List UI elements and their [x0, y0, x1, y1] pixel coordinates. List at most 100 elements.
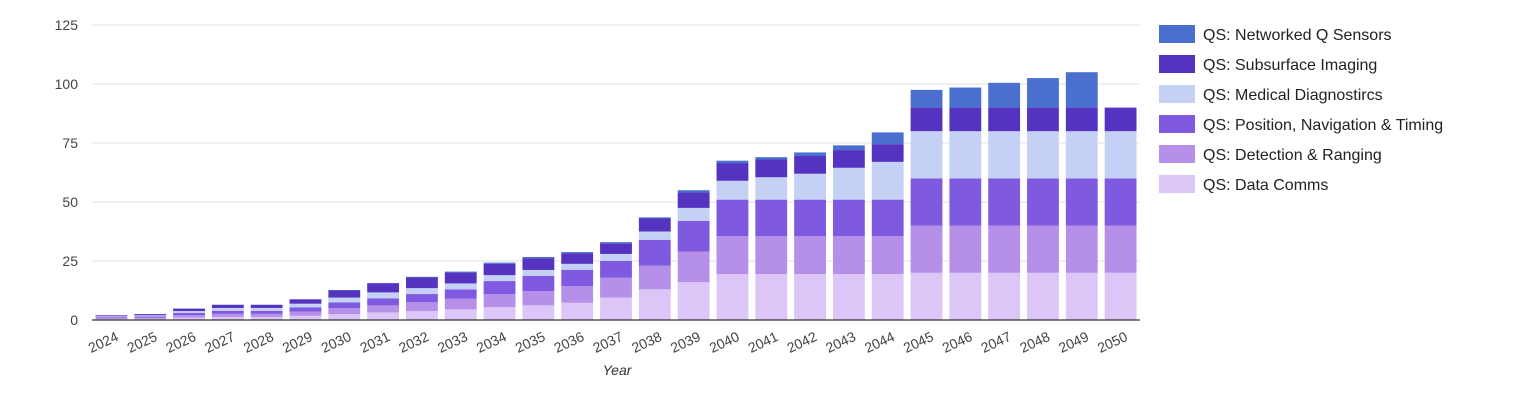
bar-segment — [600, 242, 632, 244]
bar-segment — [289, 303, 322, 308]
bar-segment — [949, 87, 982, 108]
bar-segment — [600, 253, 632, 261]
bar-segment — [173, 311, 205, 313]
bar-segment — [289, 299, 322, 304]
bar-segment — [716, 160, 749, 164]
x-tick-label: 2048 — [1017, 328, 1052, 356]
legend-swatch — [1159, 25, 1195, 43]
bar-segment — [250, 310, 283, 314]
bar-segment — [871, 132, 904, 145]
bar-segment — [250, 316, 283, 320]
bar-segment — [755, 157, 788, 160]
bar-segment — [444, 298, 477, 310]
bar-segment — [871, 144, 904, 162]
bar-segment — [483, 294, 516, 308]
legend-swatch — [1159, 55, 1195, 73]
x-tick-label: 2034 — [474, 328, 509, 356]
bar-segment — [444, 289, 477, 299]
bar-segment — [134, 317, 167, 319]
bar-segment — [289, 311, 322, 316]
bar-segment — [1027, 107, 1059, 132]
legend-label: QS: Subsurface Imaging — [1203, 57, 1377, 74]
x-tick-label: 2039 — [668, 328, 703, 356]
bar-segment — [561, 286, 594, 303]
bar-segment — [755, 199, 788, 237]
bar-segment — [638, 218, 671, 232]
bar-segment — [444, 309, 477, 320]
bar-segment — [1104, 178, 1137, 226]
bar-segment — [367, 298, 400, 306]
bar-segment — [949, 178, 982, 226]
bar-segment — [832, 150, 865, 168]
bar-segment — [832, 199, 865, 237]
bar-segment — [289, 307, 322, 312]
bar-segment — [328, 314, 361, 320]
legend-label: QS: Networked Q Sensors — [1203, 27, 1392, 44]
bar-segment — [483, 307, 516, 320]
x-tick-label: 2033 — [435, 328, 470, 356]
bar-segment — [600, 277, 632, 298]
y-tick-label: 125 — [55, 17, 79, 33]
bar-segment — [871, 236, 904, 274]
bar-segment — [716, 199, 749, 237]
x-tick-label: 2035 — [513, 328, 548, 356]
bar-segment — [677, 192, 710, 208]
x-tick-label: 2028 — [241, 328, 276, 356]
x-tick-label: 2040 — [707, 328, 742, 356]
bar-segment — [1065, 272, 1098, 320]
bar-segment — [406, 311, 438, 320]
x-tick-label: 2027 — [202, 328, 237, 356]
bar-segment — [1065, 107, 1098, 132]
bar-segment — [871, 273, 904, 320]
bar-segment — [871, 199, 904, 237]
bar-segment — [211, 310, 244, 314]
legend-swatch — [1159, 115, 1195, 133]
bars — [95, 72, 1137, 320]
bar-segment — [173, 312, 205, 316]
bar-segment — [522, 269, 555, 276]
bar-segment — [250, 307, 283, 311]
bar-segment — [755, 236, 788, 274]
bar-segment — [910, 131, 943, 179]
bar-segment — [794, 152, 826, 156]
x-tick-label: 2041 — [746, 328, 781, 356]
bar-segment — [716, 180, 749, 200]
x-tick-label: 2030 — [319, 328, 354, 356]
bar-segment — [832, 236, 865, 274]
bar-segment — [794, 155, 826, 174]
bar-segment — [832, 273, 865, 320]
legend-label: QS: Detection & Ranging — [1203, 147, 1382, 164]
bar-segment — [561, 252, 594, 254]
legend-swatch — [1159, 85, 1195, 103]
x-axis-ticks: 2024 2025 2026 2027 2028 2029 2030 2031 2032 2033… — [86, 328, 1130, 356]
bar-segment — [677, 251, 710, 283]
bar-segment — [328, 308, 361, 315]
bar-segment — [95, 315, 128, 317]
legend-label: QS: Position, Navigation & Timing — [1203, 117, 1443, 134]
bar-segment — [406, 277, 438, 289]
bar-segment — [95, 318, 128, 320]
y-tick-label: 25 — [62, 253, 78, 269]
x-tick-label: 2044 — [862, 328, 897, 356]
bar-segment — [716, 236, 749, 274]
bar-segment — [173, 317, 205, 320]
bar-segment — [406, 276, 438, 278]
bar-segment — [444, 271, 477, 273]
bar-segment — [561, 269, 594, 287]
bar-segment — [988, 225, 1021, 273]
bar-segment — [483, 263, 516, 276]
y-tick-label: 50 — [62, 194, 78, 210]
bar-segment — [367, 312, 400, 320]
bar-segment — [677, 207, 710, 221]
bar-segment — [522, 291, 555, 306]
bar-segment — [483, 275, 516, 282]
bar-segment — [1027, 78, 1059, 108]
x-tick-label: 2032 — [396, 328, 431, 356]
x-tick-label: 2031 — [357, 328, 392, 356]
bar-segment — [794, 173, 826, 200]
y-tick-label: 75 — [62, 135, 78, 151]
legend-label: QS: Data Comms — [1203, 177, 1328, 194]
bar-segment — [250, 313, 283, 317]
bar-segment — [988, 131, 1021, 179]
